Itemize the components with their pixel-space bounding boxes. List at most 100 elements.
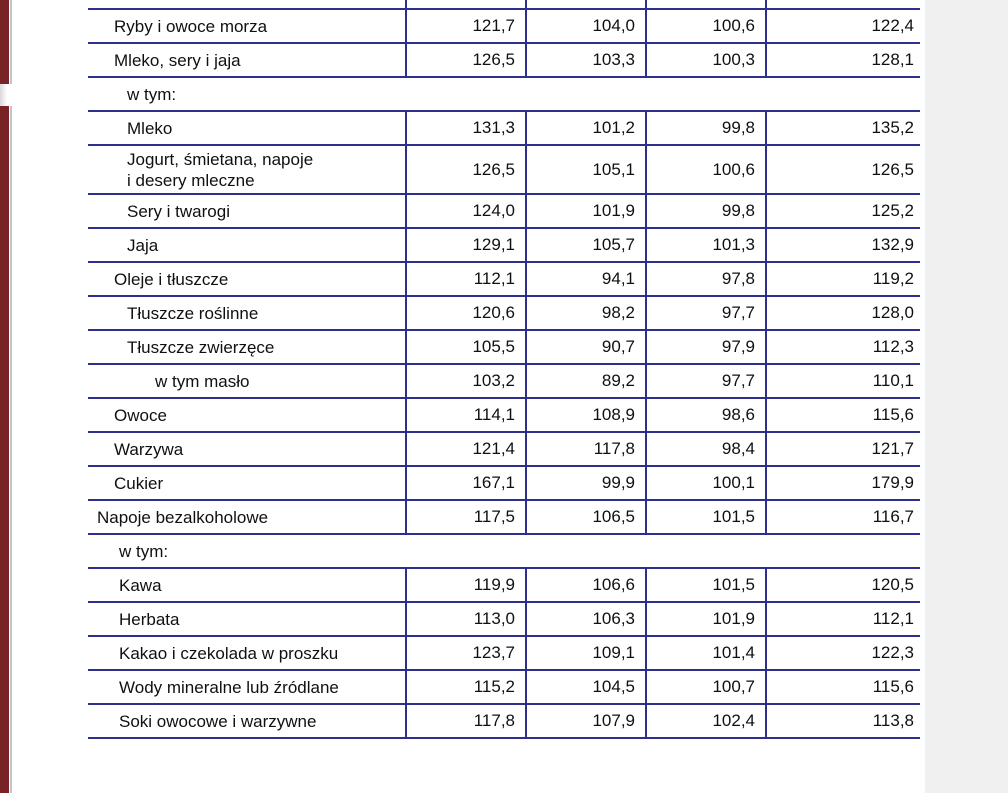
value-cell-1: 126,5 (405, 146, 525, 193)
value-cell-2: 104,5 (525, 671, 645, 703)
value-cell-3: 97,8 (645, 263, 765, 295)
value-cell-2: 104,0 (525, 10, 645, 42)
value-cell-2: 106,5 (525, 501, 645, 533)
category-label: Sery i twarogi (127, 201, 230, 221)
value-cell-2: 106,6 (525, 569, 645, 601)
value-cell-3: 99,8 (645, 112, 765, 144)
value-cell-1: 121,4 (405, 433, 525, 465)
table-row: Mleko, sery i jaja 126,5 103,3 100,3 128,1 (88, 44, 920, 78)
value-cell-3: 100,3 (645, 44, 765, 76)
value-cell-3: 102,4 (645, 705, 765, 737)
value-cell-1: 131,3 (405, 112, 525, 144)
value-cell-3: 101,5 (645, 569, 765, 601)
value-cell-3: 97,7 (645, 297, 765, 329)
value-cell-1: 120,6 (405, 297, 525, 329)
category-label: Jaja (127, 235, 159, 255)
table-row: Owoce 114,1 108,9 98,6 115,6 (88, 399, 920, 433)
category-label: Cukier (114, 473, 164, 493)
value-cell-1: 103,2 (405, 365, 525, 397)
group-label: w tym: (119, 541, 169, 561)
value-cell-1: 112,1 (405, 263, 525, 295)
value-cell-3: 101,4 (645, 637, 765, 669)
value-cell-4: 120,5 (765, 569, 920, 601)
table-row: Kawa 119,9 106,6 101,5 120,5 (88, 569, 920, 603)
value-cell-1: 124,0 (405, 195, 525, 227)
table-row: Ryby i owoce morza 121,7 104,0 100,6 122,4 (88, 10, 920, 44)
table-row: w tym masło 103,2 89,2 97,7 110,1 (88, 365, 920, 399)
table-row: Jaja 129,1 105,7 101,3 132,9 (88, 229, 920, 263)
category-label: Kakao i czekolada w proszku (119, 643, 339, 663)
category-label (88, 0, 405, 8)
value-cell-3: 97,9 (645, 331, 765, 363)
category-label: Tłuszcze zwierzęce (127, 337, 275, 357)
category-label: Tłuszcze roślinne (127, 303, 259, 323)
value-cell-4: 113,8 (765, 705, 920, 737)
category-label: Jogurt, śmietana, napoje i desery mleczn… (127, 149, 314, 190)
value-cell-1: 105,5 (405, 331, 525, 363)
value-cell-1: 117,5 (405, 501, 525, 533)
category-label: Wody mineralne lub źródlane (119, 677, 339, 697)
category-label: Mleko, sery i jaja (114, 50, 241, 70)
value-cell-2: 105,7 (525, 229, 645, 261)
value-cell-1: 121,7 (405, 10, 525, 42)
value-cell-1: 123,7 (405, 637, 525, 669)
value-cell-1: 114,1 (405, 399, 525, 431)
screen-left-edge-gap (0, 84, 7, 106)
value-cell-2: 94,1 (525, 263, 645, 295)
group-label: w tym: (127, 84, 177, 104)
value-cell-4: 116,7 (765, 501, 920, 533)
value-cell-3: 101,5 (645, 501, 765, 533)
table-row: Soki owocowe i warzywne 117,8 107,9 102,4 11… (88, 705, 920, 739)
category-label: Soki owocowe i warzywne (119, 711, 317, 731)
value-cell-2: 105,1 (525, 146, 645, 193)
value-cell-4: 132,9 (765, 229, 920, 261)
value-cell-3: 100,6 (645, 146, 765, 193)
value-cell-2: 101,9 (525, 195, 645, 227)
price-index-table: Ryby i owoce morza 121,7 104,0 100,6 122,4 Ml… (88, 0, 920, 739)
page-edge-line (10, 106, 12, 793)
value-cell-2: 89,2 (525, 365, 645, 397)
table-row: Sery i twarogi 124,0 101,9 99,8 125,2 (88, 195, 920, 229)
value-cell-1 (405, 0, 525, 8)
category-label: Herbata (119, 609, 180, 629)
table-row: Oleje i tłuszcze 112,1 94,1 97,8 119,2 (88, 263, 920, 297)
value-cell-3: 99,8 (645, 195, 765, 227)
category-label: Napoje bezalkoholowe (97, 507, 269, 527)
value-cell-4: 122,3 (765, 637, 920, 669)
value-cell-1: 167,1 (405, 467, 525, 499)
category-label: Kawa (119, 575, 162, 595)
value-cell-1: 126,5 (405, 44, 525, 76)
value-cell-2 (525, 0, 645, 8)
value-cell-4: 126,5 (765, 146, 920, 193)
table-row: Tłuszcze zwierzęce 105,5 90,7 97,9 112,3 (88, 331, 920, 365)
value-cell-1: 119,9 (405, 569, 525, 601)
category-label: w tym masło (155, 371, 250, 391)
value-cell-4: 112,3 (765, 331, 920, 363)
value-cell-4: 122,4 (765, 10, 920, 42)
value-cell-4: 112,1 (765, 603, 920, 635)
category-label: Mleko (127, 118, 173, 138)
value-cell-3: 100,6 (645, 10, 765, 42)
value-cell-4: 119,2 (765, 263, 920, 295)
table-row: Warzywa 121,4 117,8 98,4 121,7 (88, 433, 920, 467)
value-cell-1: 117,8 (405, 705, 525, 737)
table-row: Tłuszcze roślinne 120,6 98,2 97,7 128,0 (88, 297, 920, 331)
value-cell-3: 100,7 (645, 671, 765, 703)
value-cell-4: 115,6 (765, 671, 920, 703)
value-cell-2: 106,3 (525, 603, 645, 635)
value-cell-3: 97,7 (645, 365, 765, 397)
partial-row (88, 0, 920, 10)
value-cell-3 (645, 0, 765, 8)
category-label: Ryby i owoce morza (114, 16, 268, 36)
value-cell-2: 117,8 (525, 433, 645, 465)
value-cell-2: 108,9 (525, 399, 645, 431)
value-cell-4: 128,1 (765, 44, 920, 76)
value-cell-4: 125,2 (765, 195, 920, 227)
value-cell-2: 101,2 (525, 112, 645, 144)
value-cell-4: 135,2 (765, 112, 920, 144)
table-row: Kakao i czekolada w proszku 123,7 109,1 101… (88, 637, 920, 671)
outside-page-area (925, 0, 1008, 793)
screen-left-edge-bar (0, 106, 9, 793)
value-cell-2: 98,2 (525, 297, 645, 329)
